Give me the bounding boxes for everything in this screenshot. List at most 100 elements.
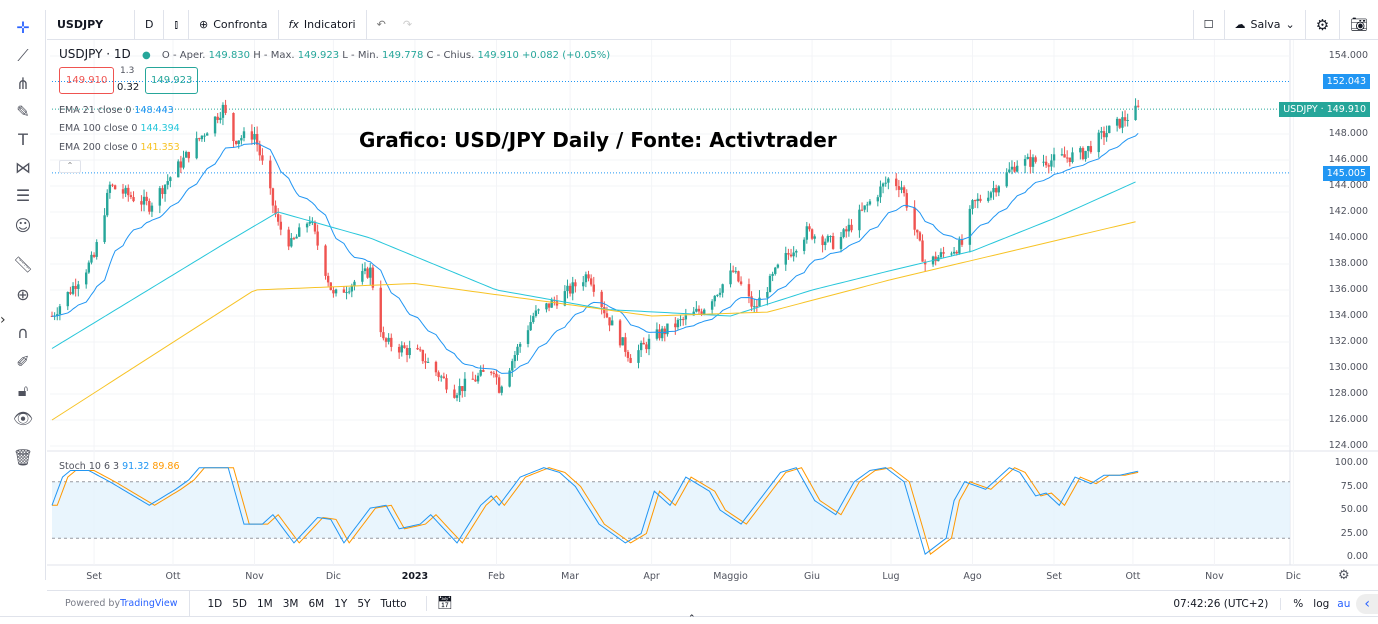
- candle-body: [774, 267, 777, 274]
- buy-button[interactable]: 149.923: [145, 67, 199, 94]
- square-icon: ☐: [1203, 18, 1214, 31]
- snapshot-button[interactable]: 📷︎: [1340, 10, 1378, 40]
- lock-drawing-icon[interactable]: ✐: [16, 352, 30, 371]
- candle-body: [950, 253, 953, 255]
- range-5d[interactable]: 5D: [232, 597, 247, 610]
- candle-body: [405, 347, 409, 356]
- price-tick-label: 140.000: [1328, 232, 1368, 243]
- indicators-button[interactable]: fx Indicatori: [279, 9, 367, 40]
- percent-toggle[interactable]: %: [1280, 597, 1303, 610]
- clock[interactable]: 07:42:26 (UTC+2): [1173, 597, 1269, 610]
- go-to-date-icon[interactable]: 📅︎: [425, 596, 453, 611]
- candle-body: [810, 229, 814, 239]
- candle-body: [511, 361, 514, 371]
- candle-body: [971, 200, 974, 209]
- text-icon[interactable]: T: [18, 130, 28, 149]
- range-all[interactable]: Tutto: [380, 597, 407, 610]
- gear-icon[interactable]: ⚙: [1338, 568, 1350, 583]
- candle-body: [345, 292, 348, 294]
- chevron-up-icon[interactable]: ⌃: [688, 614, 696, 624]
- candle-body: [445, 378, 448, 390]
- zoom-in-icon[interactable]: ⊕: [16, 285, 30, 304]
- candle-body: [831, 235, 835, 249]
- candle-body: [350, 285, 354, 292]
- range-6m[interactable]: 6M: [308, 597, 325, 610]
- sell-button[interactable]: 149.910: [59, 67, 115, 94]
- candle-body: [1060, 154, 1064, 156]
- emoji-icon[interactable]: ☺: [14, 216, 32, 235]
- candle-body: [148, 200, 151, 212]
- lock-icon[interactable]: 🔓︎: [17, 381, 29, 400]
- candle-body: [1136, 105, 1140, 107]
- range-1m[interactable]: 1M: [257, 597, 273, 610]
- candle-body: [271, 188, 275, 206]
- powered-by[interactable]: Powered by TradingView: [47, 591, 191, 616]
- collapse-legend-button[interactable]: ⌃: [59, 160, 81, 173]
- trend-line-icon[interactable]: ⟋: [17, 46, 29, 65]
- candle-body: [545, 303, 548, 310]
- candle-body: [784, 253, 787, 265]
- settings-button[interactable]: ⚙: [1306, 9, 1341, 40]
- price-tick-label: 144.000: [1328, 180, 1368, 191]
- forecast-icon[interactable]: ☰: [15, 186, 31, 205]
- close-label: C - Chius.: [426, 50, 475, 61]
- price-tag: 152.043: [1322, 74, 1370, 90]
- pattern-icon[interactable]: ⋈: [15, 158, 31, 177]
- candle-body: [676, 319, 680, 328]
- candle-body: [113, 185, 117, 190]
- interval-button[interactable]: D: [135, 9, 165, 40]
- pitchfork-icon[interactable]: ⋔: [16, 74, 30, 93]
- fullscreen-button[interactable]: ☐: [1192, 9, 1225, 40]
- candle-body: [111, 184, 114, 186]
- symbol-search[interactable]: USDJPY: [47, 9, 135, 40]
- collapse-toolbar-icon[interactable]: ›: [0, 312, 6, 328]
- candle-body: [813, 236, 816, 239]
- candle-body: [416, 347, 419, 350]
- candle-body: [792, 252, 795, 257]
- range-5y[interactable]: 5Y: [357, 597, 371, 610]
- brush-icon[interactable]: ✎: [16, 102, 30, 121]
- candle-body: [537, 309, 540, 311]
- chart-type-button[interactable]: ⫾: [164, 9, 190, 40]
- candle-body: [129, 195, 133, 198]
- chevron-left-icon[interactable]: ‹: [1356, 593, 1378, 614]
- undo-icon[interactable]: ↶: [376, 18, 386, 31]
- magnet-icon[interactable]: ∩: [17, 323, 29, 342]
- time-tick-label: 2023: [401, 571, 429, 582]
- candle-body: [881, 183, 885, 187]
- candle-body: [863, 205, 866, 210]
- candle-body: [731, 270, 735, 272]
- candle-body: [1068, 157, 1072, 162]
- crosshair-icon[interactable]: ✛: [16, 18, 30, 37]
- candle-body: [753, 306, 756, 308]
- time-tick-label: Ott: [1125, 571, 1141, 582]
- redo-icon[interactable]: ↷: [402, 18, 413, 31]
- candle-body: [334, 289, 338, 294]
- range-1y[interactable]: 1Y: [334, 597, 348, 610]
- symbol-title: USDJPY · 1D: [59, 47, 131, 61]
- candle-body: [298, 227, 301, 237]
- trash-icon[interactable]: 🗑︎: [12, 448, 34, 467]
- candle-body: [682, 319, 685, 321]
- candle-body: [1029, 156, 1032, 167]
- chart-title: Grafico: USD/JPY Daily / Fonte: Activtra…: [359, 128, 837, 152]
- candle-body: [1079, 148, 1082, 153]
- log-toggle[interactable]: log: [1313, 597, 1330, 610]
- candle-body: [739, 281, 743, 285]
- candle-body: [824, 241, 827, 246]
- range-1d[interactable]: 1D: [207, 597, 223, 610]
- auto-toggle[interactable]: au: [1337, 597, 1351, 610]
- candle-body: [845, 229, 848, 232]
- ruler-icon[interactable]: 📏︎: [12, 255, 34, 274]
- candle-body: [608, 317, 611, 326]
- candle-body: [516, 346, 519, 356]
- compare-button[interactable]: ⊕ Confronta: [189, 9, 279, 40]
- eye-icon[interactable]: 👁︎: [12, 409, 34, 428]
- time-tick-label: Nov: [1205, 571, 1224, 582]
- candle-body: [324, 245, 327, 276]
- time-tick-label: Maggio: [713, 571, 748, 582]
- save-button[interactable]: ☁ Salva ⌄: [1225, 9, 1306, 40]
- candle-body: [747, 284, 751, 297]
- range-3m[interactable]: 3M: [282, 597, 299, 610]
